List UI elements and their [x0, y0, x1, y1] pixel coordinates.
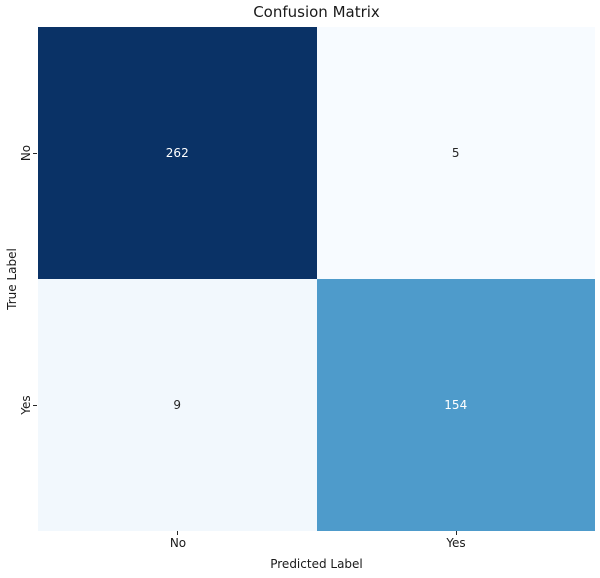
heatmap-cell-true-no-pred-yes: 5 [316, 27, 595, 279]
x-tick-label-no: No [169, 536, 187, 550]
heatmap: 262 5 9 154 [38, 27, 595, 531]
y-tick-mark-yes [33, 405, 37, 406]
y-tick-mark-no [33, 153, 37, 154]
chart-title: Confusion Matrix [253, 3, 380, 21]
x-axis-label: Predicted Label [270, 557, 363, 571]
y-axis-label: True Label [5, 248, 19, 310]
heatmap-cell-true-no-pred-no: 262 [38, 27, 317, 279]
y-tick-label-no: No [19, 144, 33, 162]
heatmap-cell-true-yes-pred-no: 9 [38, 279, 317, 531]
x-tick-mark-yes [456, 531, 457, 535]
x-tick-label-yes: Yes [446, 536, 466, 550]
x-tick-mark-no [177, 531, 178, 535]
y-tick-label-yes: Yes [19, 395, 33, 415]
heatmap-cell-true-yes-pred-yes: 154 [316, 279, 595, 531]
